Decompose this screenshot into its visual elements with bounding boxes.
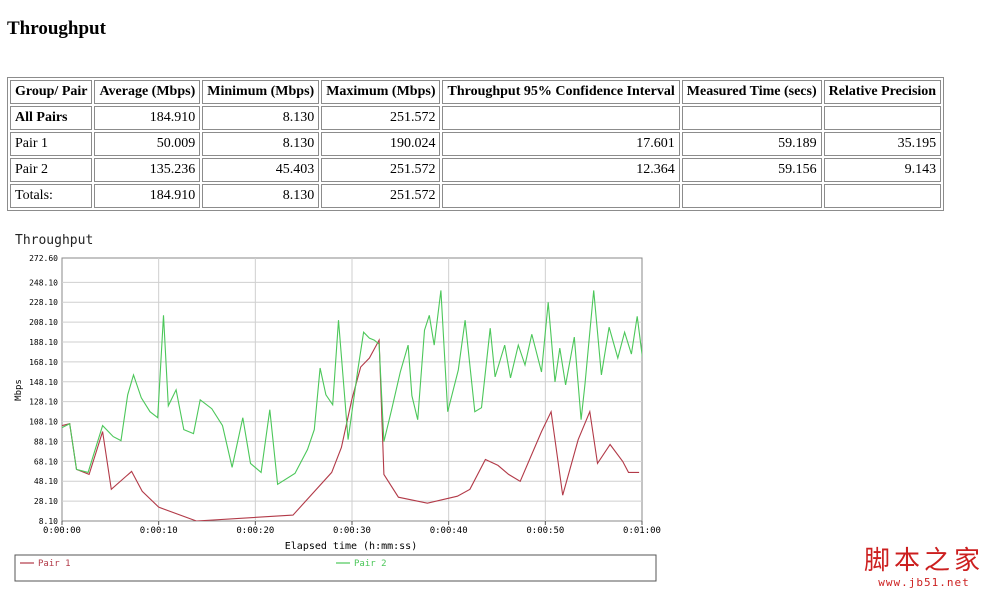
- header-confidence-interval: Throughput 95% Confidence Interval: [442, 80, 680, 104]
- table-row: Totals: 184.910 8.130 251.572: [10, 184, 942, 208]
- y-tick-labels: 8.10 28.10 48.10 68.10 88.10 108.10 128.10 148.…: [29, 254, 58, 526]
- series-line-pair-2: [62, 290, 642, 486]
- y-tick-label: 128.10: [29, 398, 58, 407]
- row-label: Pair 1: [10, 132, 93, 156]
- header-relative-precision: Relative Precision: [823, 80, 942, 104]
- header-measured-time: Measured Time (secs): [681, 80, 822, 104]
- y-tick-label: 68.10: [34, 457, 58, 466]
- cell-minimum: 45.403: [202, 158, 320, 182]
- y-tick-label: 88.10: [34, 437, 58, 446]
- cell-relative-precision: 9.143: [823, 158, 942, 182]
- cell-average: 184.910: [94, 106, 201, 130]
- y-tick-label: 248.10: [29, 278, 58, 287]
- y-tick-label: 208.10: [29, 318, 58, 327]
- cell-maximum: 251.572: [321, 158, 441, 182]
- watermark-url: www.jb51.net: [878, 576, 970, 589]
- watermark-text: 脚本之家: [863, 546, 984, 576]
- table-row: Pair 2 135.236 45.403 251.572 12.364 59.…: [10, 158, 942, 182]
- y-tick-label: 228.10: [29, 298, 58, 307]
- cell-minimum: 8.130: [202, 132, 320, 156]
- header-maximum: Maximum (Mbps): [321, 80, 441, 104]
- y-tick-label: 168.10: [29, 358, 58, 367]
- cell-confidence-interval: [442, 184, 680, 208]
- throughput-table: Group/ Pair Average (Mbps) Minimum (Mbps…: [7, 77, 945, 211]
- cell-minimum: 8.130: [202, 184, 320, 208]
- y-tick-label: 48.10: [34, 477, 58, 486]
- grid-lines: [61, 258, 643, 525]
- x-tick-label: 0:00:40: [430, 526, 468, 536]
- x-axis-label: Elapsed time (h:mm:ss): [285, 541, 417, 552]
- cell-measured-time: [681, 184, 822, 208]
- x-tick-label: 0:00:50: [526, 526, 564, 536]
- y-tick-label: 188.10: [29, 338, 58, 347]
- cell-average: 50.009: [94, 132, 201, 156]
- header-group-pair: Group/ Pair: [10, 80, 93, 104]
- cell-measured-time: 59.156: [681, 158, 822, 182]
- watermark-logo: 脚本之家 www.jb51.net: [856, 546, 992, 589]
- page-title: Throughput: [7, 18, 106, 39]
- row-label: Totals:: [10, 184, 93, 208]
- legend-label: Pair 1: [38, 559, 71, 569]
- chart-title: Throughput: [15, 233, 94, 248]
- x-tick-label: 0:01:00: [623, 526, 661, 536]
- row-label: All Pairs: [10, 106, 93, 130]
- cell-average: 135.236: [94, 158, 201, 182]
- throughput-chart: 8.10 28.10 48.10 68.10 88.10 108.10 128.10 148.…: [14, 254, 661, 582]
- cell-confidence-interval: 12.364: [442, 158, 680, 182]
- y-tick-label: 272.60: [29, 254, 58, 263]
- cell-relative-precision: [823, 106, 942, 130]
- cell-minimum: 8.130: [202, 106, 320, 130]
- legend-label: Pair 2: [354, 559, 387, 569]
- x-tick-label: 0:00:00: [43, 526, 81, 536]
- table-row: Pair 1 50.009 8.130 190.024 17.601 59.18…: [10, 132, 942, 156]
- x-tick-label: 0:00:10: [140, 526, 178, 536]
- table-header-row: Group/ Pair Average (Mbps) Minimum (Mbps…: [10, 80, 942, 104]
- series-lines: [62, 290, 642, 521]
- cell-measured-time: 59.189: [681, 132, 822, 156]
- cell-confidence-interval: 17.601: [442, 132, 680, 156]
- cell-average: 184.910: [94, 184, 201, 208]
- x-tick-label: 0:00:20: [236, 526, 274, 536]
- legend: Pair 1 Pair 2: [20, 559, 387, 569]
- x-tick-labels: 0:00:00 0:00:10 0:00:20 0:00:30 0:00:40 0:00:…: [43, 526, 661, 536]
- legend-box: [14, 554, 657, 582]
- y-tick-label: 28.10: [34, 497, 58, 506]
- y-axis-label: Mbps: [14, 379, 24, 401]
- cell-maximum: 251.572: [321, 106, 441, 130]
- x-tick-label: 0:00:30: [333, 526, 371, 536]
- cell-maximum: 251.572: [321, 184, 441, 208]
- cell-relative-precision: 35.195: [823, 132, 942, 156]
- y-tick-label: 108.10: [29, 418, 58, 427]
- header-minimum: Minimum (Mbps): [202, 80, 320, 104]
- row-label: Pair 2: [10, 158, 93, 182]
- cell-relative-precision: [823, 184, 942, 208]
- cell-confidence-interval: [442, 106, 680, 130]
- table-row: All Pairs 184.910 8.130 251.572: [10, 106, 942, 130]
- cell-measured-time: [681, 106, 822, 130]
- y-tick-label: 8.10: [39, 517, 58, 526]
- cell-maximum: 190.024: [321, 132, 441, 156]
- y-tick-label: 148.10: [29, 378, 58, 387]
- series-line-pair-1: [62, 338, 640, 521]
- header-average: Average (Mbps): [94, 80, 201, 104]
